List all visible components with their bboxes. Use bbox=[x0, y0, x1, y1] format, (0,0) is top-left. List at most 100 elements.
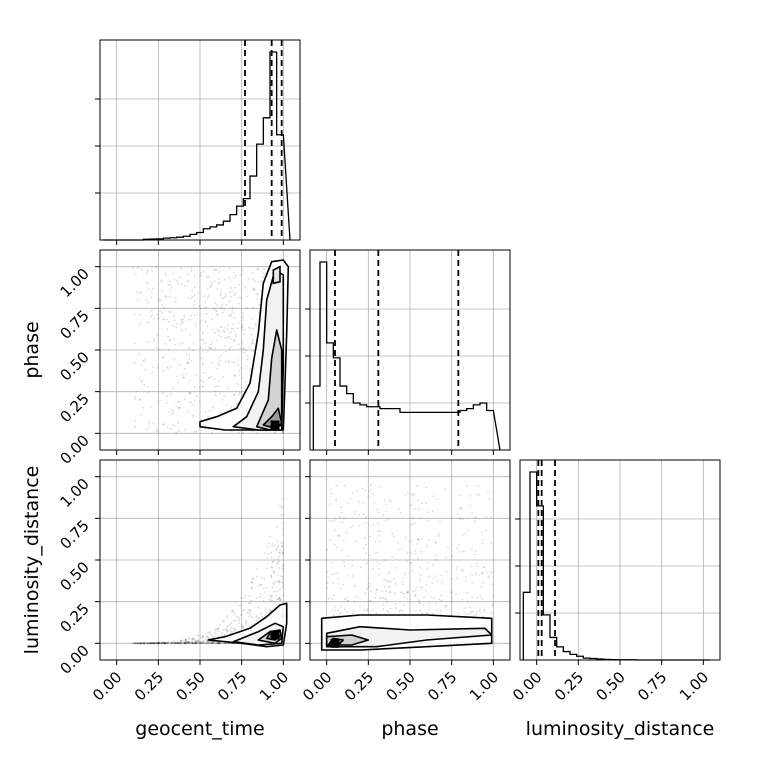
scatter-point bbox=[191, 642, 194, 645]
scatter-point bbox=[214, 309, 217, 312]
scatter-point bbox=[276, 598, 279, 601]
scatter-point bbox=[483, 608, 486, 611]
scatter-point bbox=[416, 557, 419, 560]
scatter-point bbox=[282, 578, 284, 581]
scatter-point bbox=[185, 641, 188, 644]
scatter-point bbox=[487, 497, 490, 500]
scatter-point bbox=[178, 642, 181, 645]
scatter-point bbox=[216, 642, 219, 645]
scatter-point bbox=[282, 544, 284, 547]
scatter-point bbox=[195, 639, 198, 642]
scatter-point bbox=[136, 642, 139, 645]
scatter-point bbox=[139, 398, 141, 401]
scatter-point bbox=[181, 321, 184, 324]
scatter-point bbox=[232, 312, 235, 315]
scatter-point bbox=[343, 565, 346, 568]
scatter-point bbox=[200, 307, 202, 310]
scatter-point bbox=[467, 613, 470, 616]
scatter-point bbox=[273, 544, 276, 547]
scatter-point bbox=[331, 598, 334, 601]
contour-level-2 bbox=[325, 625, 493, 648]
scatter-point bbox=[335, 484, 338, 487]
scatter-point bbox=[400, 548, 403, 551]
scatter-point bbox=[477, 484, 480, 487]
scatter-point bbox=[219, 294, 222, 297]
panel-geocent_time-geocent_time bbox=[95, 39, 301, 245]
scatter-point bbox=[218, 330, 220, 333]
scatter-point bbox=[264, 591, 267, 594]
scatter-point bbox=[256, 297, 259, 300]
scatter-point bbox=[225, 293, 228, 296]
scatter-point bbox=[272, 560, 274, 563]
scatter-point bbox=[352, 609, 355, 612]
scatter-point bbox=[140, 642, 143, 645]
scatter-point bbox=[402, 609, 404, 612]
scatter-point bbox=[208, 641, 210, 644]
scatter-point bbox=[162, 641, 165, 644]
scatter-point bbox=[139, 291, 142, 294]
scatter-point bbox=[218, 641, 221, 644]
scatter-point bbox=[236, 402, 238, 405]
scatter-point bbox=[247, 615, 250, 618]
scatter-point bbox=[383, 499, 386, 502]
scatter-point bbox=[405, 536, 408, 539]
scatter-point bbox=[270, 576, 273, 579]
scatter-point bbox=[183, 428, 186, 431]
scatter-point bbox=[163, 642, 165, 645]
scatter-point bbox=[173, 319, 176, 322]
scatter-point bbox=[134, 273, 137, 276]
scatter-point bbox=[330, 562, 333, 565]
scatter-point bbox=[156, 334, 159, 337]
scatter-point bbox=[269, 600, 272, 602]
scatter-point bbox=[274, 581, 277, 584]
scatter-point bbox=[180, 642, 183, 645]
scatter-point bbox=[237, 321, 240, 324]
scatter-point bbox=[197, 642, 200, 645]
scatter-point bbox=[151, 269, 154, 272]
scatter-point bbox=[334, 529, 337, 532]
scatter-point bbox=[234, 333, 237, 336]
scatter-point bbox=[198, 305, 201, 307]
scatter-point bbox=[441, 582, 444, 585]
scatter-point bbox=[435, 608, 438, 611]
scatter-point bbox=[151, 314, 154, 317]
scatter-point bbox=[165, 274, 168, 277]
scatter-point bbox=[245, 295, 248, 298]
scatter-point bbox=[182, 640, 185, 643]
scatter-point bbox=[152, 642, 154, 645]
scatter-point bbox=[378, 530, 381, 533]
scatter-point bbox=[206, 639, 208, 642]
scatter-point bbox=[226, 614, 229, 617]
scatter-point bbox=[171, 641, 173, 644]
y-tick-label: 1.00 bbox=[56, 475, 92, 511]
scatter-point bbox=[487, 576, 490, 579]
scatter-point bbox=[188, 642, 191, 645]
scatter-point bbox=[192, 295, 195, 298]
scatter-point bbox=[349, 526, 352, 529]
scatter-point bbox=[264, 552, 266, 555]
scatter-point bbox=[343, 484, 346, 487]
scatter-point bbox=[189, 641, 192, 644]
scatter-point bbox=[187, 362, 190, 364]
scatter-point bbox=[150, 642, 153, 645]
scatter-point bbox=[139, 642, 142, 645]
scatter-point bbox=[252, 278, 255, 281]
scatter-point bbox=[177, 642, 180, 645]
scatter-point bbox=[466, 591, 469, 594]
scatter-point bbox=[234, 336, 237, 338]
scatter-point bbox=[232, 327, 235, 330]
scatter-point bbox=[393, 535, 395, 538]
scatter-point bbox=[432, 577, 435, 580]
scatter-point bbox=[193, 300, 196, 303]
scatter-point bbox=[180, 283, 183, 286]
scatter-point bbox=[188, 402, 191, 404]
scatter-point bbox=[247, 277, 250, 280]
scatter-point bbox=[419, 587, 422, 590]
scatter-point bbox=[177, 430, 180, 432]
scatter-point bbox=[275, 562, 278, 565]
scatter-point bbox=[403, 595, 406, 598]
scatter-point bbox=[411, 523, 414, 526]
scatter-point bbox=[374, 596, 376, 599]
scatter-point bbox=[269, 609, 272, 612]
